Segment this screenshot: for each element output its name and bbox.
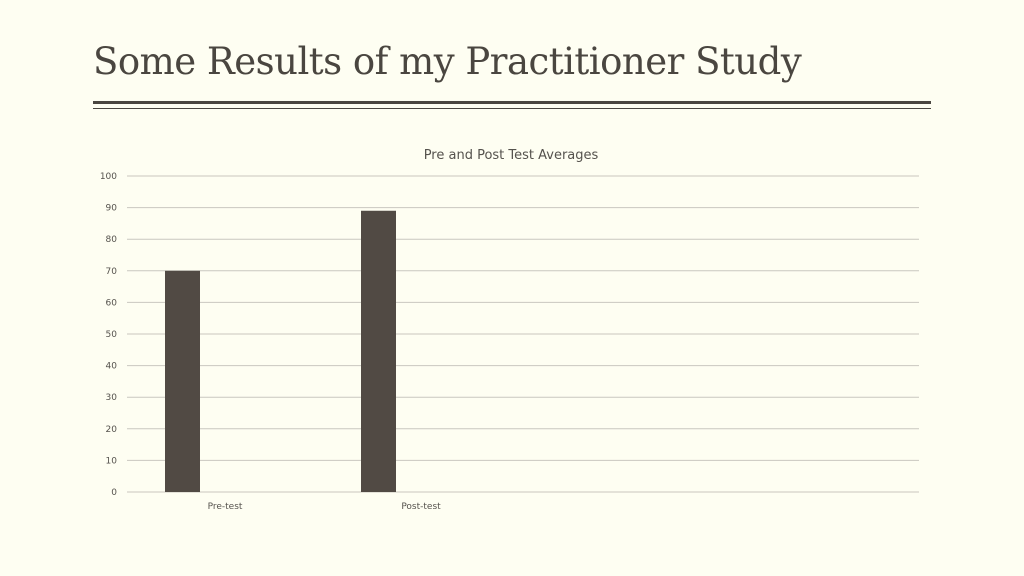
chart-title: Pre and Post Test Averages (424, 148, 599, 163)
bars (165, 210, 396, 492)
y-tick-label: 30 (106, 393, 118, 403)
y-tick-label: 50 (106, 330, 118, 340)
bar-post-test (361, 210, 396, 492)
y-tick-label: 100 (100, 172, 117, 182)
y-tick-label: 20 (106, 425, 118, 435)
y-tick-label: 80 (106, 235, 118, 245)
y-tick-label: 90 (106, 204, 118, 214)
title-rule-thin (93, 108, 931, 109)
y-tick-label: 10 (106, 456, 118, 466)
x-category-label: Post-test (401, 502, 441, 512)
y-tick-label: 60 (106, 298, 118, 308)
x-axis-labels: Pre-test Post-test (208, 502, 442, 512)
x-category-label: Pre-test (208, 502, 243, 512)
y-tick-label: 70 (106, 267, 118, 277)
y-axis-ticks: 0 10 20 30 40 50 60 70 80 90 100 (100, 172, 117, 498)
bar-pre-test (165, 270, 200, 492)
slide-title: Some Results of my Practitioner Study (93, 40, 802, 83)
title-rule-thick (93, 101, 931, 104)
gridlines (127, 175, 919, 493)
y-tick-label: 0 (111, 488, 117, 498)
y-tick-label: 40 (106, 362, 118, 372)
